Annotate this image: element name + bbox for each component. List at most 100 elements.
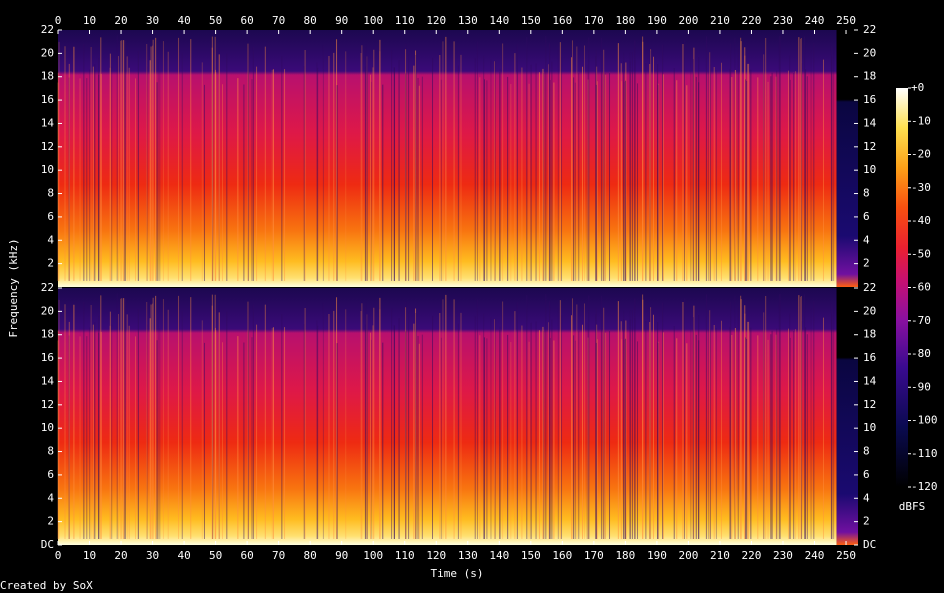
colorbar-tick-label: -50	[911, 247, 931, 260]
y-tick-label: 16	[41, 93, 54, 106]
x-tick-label: 10	[83, 549, 96, 562]
x-tick-label-top: 70	[272, 14, 285, 27]
x-tick-label-top: 240	[805, 14, 825, 27]
x-tick-label: 70	[272, 549, 285, 562]
y-tick-label-right: 12	[863, 140, 876, 153]
spectrogram-panel	[58, 288, 837, 545]
y-tick-label: 14	[41, 116, 55, 129]
x-tick-label-top: 140	[489, 14, 509, 27]
x-tick-label-top: 150	[521, 14, 541, 27]
x-tick-label-top: 120	[426, 14, 446, 27]
y-tick-label: 6	[47, 210, 54, 223]
y-tick-label-right: 6	[863, 210, 870, 223]
x-tick-label-top: 180	[615, 14, 635, 27]
x-tick-label-top: 230	[773, 14, 793, 27]
y-tick-label-right: 2	[863, 257, 870, 270]
colorbar-tick-label: -70	[911, 314, 931, 327]
y-tick-label-right: 22	[863, 23, 876, 36]
y-tick-label: 2	[47, 515, 54, 528]
y-tick-label-right: 4	[863, 233, 870, 246]
x-tick-label-top: 100	[363, 14, 383, 27]
x-tick-label-top: 200	[678, 14, 698, 27]
y-tick-label-right: 16	[863, 351, 876, 364]
colorbar-tick-label: -80	[911, 347, 931, 360]
y-tick-label: 10	[41, 163, 54, 176]
x-tick-label: 220	[742, 549, 762, 562]
y-tick-label-right: 12	[863, 398, 876, 411]
y-tick-label-right: 18	[863, 328, 876, 341]
x-tick-label-top: 220	[742, 14, 762, 27]
x-tick-label: 230	[773, 549, 793, 562]
x-tick-label: 140	[489, 549, 509, 562]
x-tick-label-top: 30	[146, 14, 159, 27]
x-tick-label: 170	[584, 549, 604, 562]
x-tick-label-top: 110	[395, 14, 415, 27]
y-tick-label-right: 10	[863, 421, 876, 434]
colorbar-tick-label: -30	[911, 181, 931, 194]
y-tick-label-right: 16	[863, 93, 876, 106]
y-tick-label-right: 10	[863, 163, 876, 176]
x-axis-title: Time (s)	[431, 567, 484, 580]
x-tick-label: 120	[426, 549, 446, 562]
y-tick-label-right: 20	[863, 46, 876, 59]
spectrogram-tail	[836, 30, 858, 287]
colorbar-tick-label: -120	[911, 480, 938, 493]
x-tick-label: 250	[836, 549, 856, 562]
x-tick-label: 40	[177, 549, 190, 562]
x-tick-label-top: 0	[55, 14, 62, 27]
y-tick-label: 18	[41, 328, 54, 341]
y-tick-label: 12	[41, 140, 54, 153]
y-tick-label: DC	[41, 538, 54, 551]
colorbar-tick-label: +0	[911, 81, 924, 94]
x-tick-label-top: 50	[209, 14, 222, 27]
y-tick-label-right: 8	[863, 187, 870, 200]
colorbar-tick-label: -100	[911, 414, 938, 427]
x-tick-label: 130	[458, 549, 478, 562]
spectrogram-tail	[836, 288, 858, 545]
y-tick-label: 22	[41, 281, 54, 294]
x-tick-label: 210	[710, 549, 730, 562]
x-tick-label-top: 130	[458, 14, 478, 27]
x-tick-label: 190	[647, 549, 667, 562]
colorbar-tick-label: -60	[911, 281, 931, 294]
y-axis-title: Frequency (kHz)	[7, 238, 20, 337]
colorbar-tick-label: -40	[911, 214, 931, 227]
colorbar	[896, 88, 908, 487]
y-tick-label: 20	[41, 304, 54, 317]
y-tick-label-right: 14	[863, 116, 877, 129]
y-tick-label-right: 22	[863, 281, 876, 294]
x-tick-label: 200	[678, 549, 698, 562]
x-tick-label: 30	[146, 549, 159, 562]
x-tick-label: 180	[615, 549, 635, 562]
y-tick-label: 8	[47, 187, 54, 200]
x-tick-label-top: 190	[647, 14, 667, 27]
y-tick-label-right: DC	[863, 538, 876, 551]
x-tick-label: 90	[335, 549, 348, 562]
x-tick-label: 150	[521, 549, 541, 562]
x-tick-label-top: 80	[304, 14, 317, 27]
y-tick-label: 4	[47, 491, 54, 504]
y-tick-label: 16	[41, 351, 54, 364]
x-tick-label-top: 250	[836, 14, 856, 27]
y-tick-label-right: 4	[863, 491, 870, 504]
x-tick-label: 110	[395, 549, 415, 562]
y-tick-label-right: 14	[863, 374, 877, 387]
x-tick-label-top: 10	[83, 14, 96, 27]
x-tick-label: 80	[304, 549, 317, 562]
colorbar-label: dBFS	[899, 500, 926, 513]
x-tick-label: 240	[805, 549, 825, 562]
x-tick-label: 60	[241, 549, 254, 562]
y-tick-label-right: 18	[863, 70, 876, 83]
credit: Created by SoX	[0, 579, 93, 592]
colorbar-tick-label: -110	[911, 447, 938, 460]
y-tick-label: 22	[41, 23, 54, 36]
y-tick-label-right: 6	[863, 468, 870, 481]
x-tick-label: 20	[114, 549, 127, 562]
x-tick-label: 160	[552, 549, 572, 562]
y-tick-label-right: 20	[863, 304, 876, 317]
colorbar-tick-label: -90	[911, 380, 931, 393]
y-tick-label: 14	[41, 374, 55, 387]
x-tick-label-top: 210	[710, 14, 730, 27]
x-tick-label-top: 160	[552, 14, 572, 27]
